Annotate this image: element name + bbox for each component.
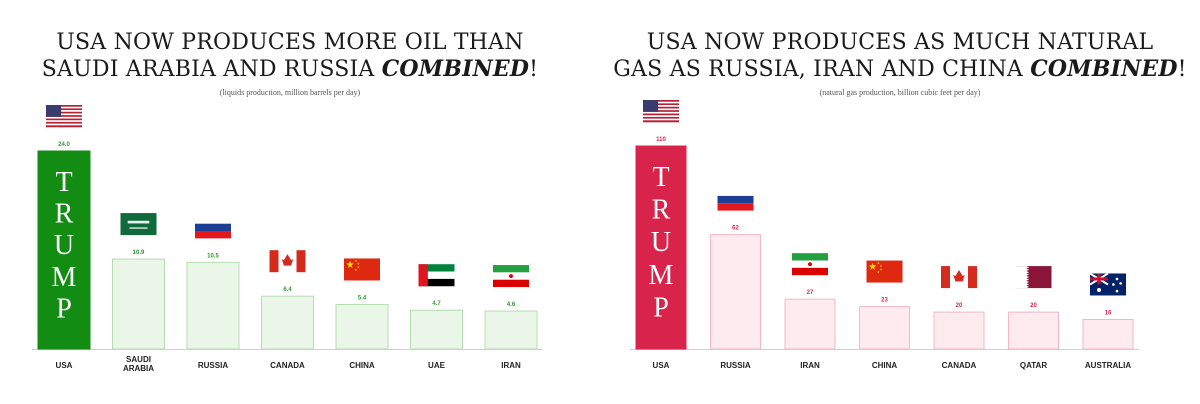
oil-title-suffix: ! (529, 57, 539, 82)
gas-value-label-2: 27 (807, 290, 814, 296)
oil-value-label-1: 10.9 (133, 250, 145, 256)
oil-value-label-3: 6.4 (283, 287, 292, 293)
australia-flag (1089, 272, 1126, 296)
gas-title-emphasis: COMBINED (1030, 56, 1178, 82)
gas-category-label-6: AUSTRALIA (1085, 361, 1131, 370)
oil-bar-5 (410, 309, 463, 350)
gas-value-label-0: 110 (656, 137, 666, 143)
gas-bar-0 (635, 145, 687, 350)
usa-flag (46, 105, 82, 128)
uae-flag (418, 264, 455, 287)
gas-value-label-5: 20 (1030, 303, 1037, 309)
oil-chart-panel: USA NOW PRODUCES MORE OIL THAN SAUDI ARA… (0, 0, 580, 404)
china-flag (344, 258, 380, 281)
oil-category-label-6: IRAN (501, 361, 521, 370)
gas-bar-chart: 110 USA T R U M P 62 RUSSIA 27 IRAN 23 CHINA 20 CANADA… (630, 100, 1139, 370)
gas-bar-1 (710, 234, 761, 350)
usa-flag (643, 100, 679, 123)
gas-title-line2: GAS AS RUSSIA, IRAN AND CHINA COMBINED! (600, 56, 1200, 83)
saudi-arabia-flag (120, 213, 157, 236)
gas-bar-2 (784, 298, 836, 350)
gas-value-label-6: 16 (1105, 310, 1112, 316)
gas-category-label-2: IRAN (800, 361, 820, 370)
oil-bar-6 (484, 310, 538, 350)
qatar-flag (1015, 266, 1052, 289)
china-flag (866, 260, 903, 283)
oil-bar-0 (37, 150, 91, 350)
gas-chart-title: USA NOW PRODUCES AS MUCH NATURAL GAS AS … (600, 30, 1200, 83)
gas-value-label-4: 20 (956, 303, 963, 309)
iran-flag (792, 253, 828, 276)
canada-flag (941, 266, 977, 289)
canada-flag (269, 250, 306, 273)
gas-title-suffix: ! (1177, 57, 1187, 82)
oil-category-label-2: RUSSIA (198, 361, 228, 370)
gas-chart-panel: USA NOW PRODUCES AS MUCH NATURAL GAS AS … (600, 0, 1200, 404)
gas-title-line1: USA NOW PRODUCES AS MUCH NATURAL (646, 30, 1154, 55)
oil-title-line2: SAUDI ARABIA AND RUSSIA COMBINED! (0, 56, 580, 83)
oil-bar-chart: 24.0 USA T R U M P 10.9 SAUDI ARABIA 10.5 RUSSIA 6.4… (32, 105, 543, 373)
gas-category-label-1: RUSSIA (720, 361, 750, 370)
gas-bar-3 (859, 306, 910, 350)
oil-title-line2-text: SAUDI ARABIA AND RUSSIA (41, 57, 382, 82)
gas-title-line2-text: GAS AS RUSSIA, IRAN AND CHINA (613, 57, 1031, 82)
oil-category-label-0: USA (56, 361, 73, 370)
gas-category-label-5: QATAR (1020, 361, 1047, 370)
oil-category-label-3: CANADA (270, 361, 305, 370)
oil-category-label-1: SAUDI ARABIA (123, 355, 154, 373)
gas-value-label-1: 62 (732, 226, 739, 232)
oil-title-line1: USA NOW PRODUCES MORE OIL THAN (56, 30, 524, 55)
russia-flag (195, 216, 231, 239)
iran-flag (493, 265, 529, 288)
oil-bar-4 (335, 303, 389, 350)
oil-value-label-2: 10.5 (207, 253, 219, 259)
oil-value-label-0: 24.0 (58, 142, 70, 148)
oil-bar-3 (261, 295, 314, 350)
oil-chart-subtitle: (liquids production, million barrels per… (219, 88, 361, 97)
oil-category-label-5: UAE (428, 361, 446, 370)
gas-bar-4 (933, 311, 985, 350)
oil-value-label-5: 4.7 (432, 301, 441, 307)
gas-chart-subtitle: (natural gas production, billion cubic f… (819, 88, 981, 97)
oil-chart-title: USA NOW PRODUCES MORE OIL THAN SAUDI ARA… (0, 30, 580, 83)
gas-category-label-0: USA (653, 361, 670, 370)
oil-value-label-4: 5.4 (358, 295, 367, 301)
russia-flag (717, 188, 754, 211)
oil-category-label-4: CHINA (349, 361, 375, 370)
gas-bar-5 (1008, 311, 1059, 350)
gas-value-label-3: 23 (881, 298, 888, 304)
oil-value-label-6: 4.6 (507, 302, 516, 308)
oil-title-emphasis: COMBINED (381, 56, 530, 82)
gas-category-label-4: CANADA (942, 361, 977, 370)
oil-bar-2 (186, 261, 240, 350)
gas-bar-6 (1082, 318, 1134, 350)
gas-category-label-3: CHINA (872, 361, 898, 370)
oil-bar-1 (112, 258, 165, 350)
